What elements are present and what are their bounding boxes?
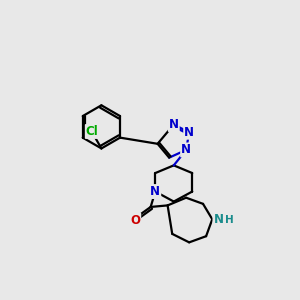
Text: N: N xyxy=(213,213,224,226)
Text: N: N xyxy=(184,126,194,139)
Text: Cl: Cl xyxy=(86,125,98,138)
Text: O: O xyxy=(130,214,140,226)
Text: N: N xyxy=(150,185,160,198)
Text: N: N xyxy=(181,143,191,157)
Text: N: N xyxy=(169,118,179,131)
Text: H: H xyxy=(225,215,233,225)
